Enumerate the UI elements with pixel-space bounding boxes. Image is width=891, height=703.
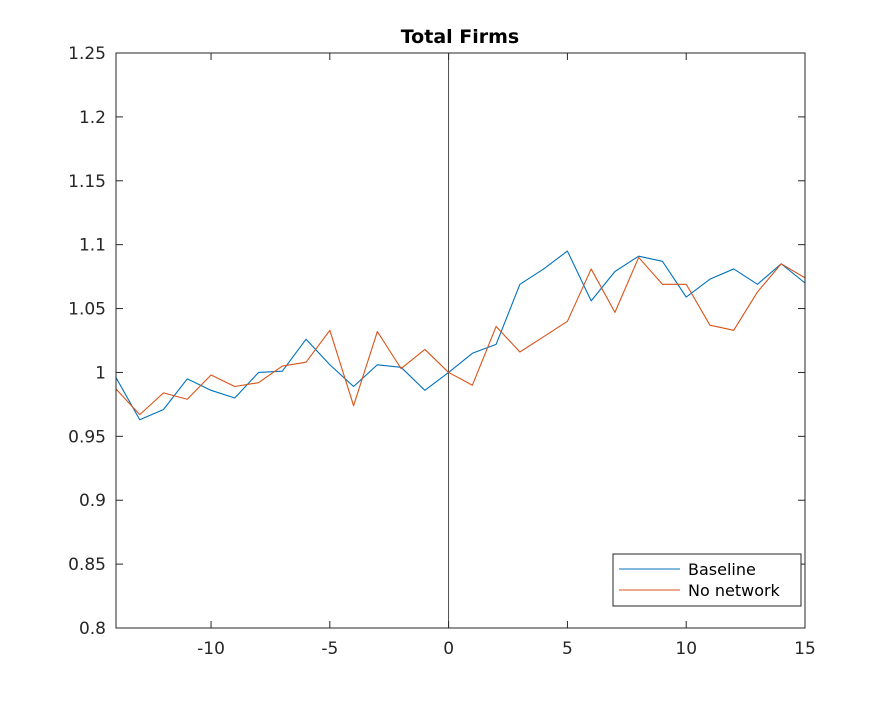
x-tick-label: 5: [562, 639, 573, 659]
legend-label: No network: [688, 581, 781, 600]
x-tick-label: 15: [794, 639, 816, 659]
x-tick-label: -10: [197, 639, 225, 659]
series-line-baseline: [115, 250, 806, 421]
y-tick-label: 1.2: [79, 108, 106, 128]
y-tick-label: 1: [95, 363, 106, 383]
legend: Baseline No network: [612, 553, 802, 607]
chart-title: Total Firms: [401, 26, 520, 48]
x-tick-label: 10: [675, 639, 697, 659]
y-tick-label: 1.15: [68, 172, 106, 192]
y-tick-label: 1.05: [68, 300, 106, 320]
x-tick-label: -5: [321, 639, 338, 659]
plot-frame: [115, 52, 806, 629]
y-tick-label: 0.95: [68, 427, 106, 447]
series-line-no-network: [115, 256, 806, 416]
y-tick-label: 1.1: [79, 236, 106, 256]
plot-area: [116, 53, 805, 628]
x-tick-label: 0: [443, 639, 454, 659]
y-tick-label: 0.8: [79, 619, 106, 639]
y-tick-label: 0.9: [79, 491, 106, 511]
y-tick-label: 1.25: [68, 44, 106, 64]
legend-box: [612, 553, 802, 607]
y-tick-label: 0.85: [68, 555, 106, 575]
legend-label: Baseline: [688, 560, 756, 579]
